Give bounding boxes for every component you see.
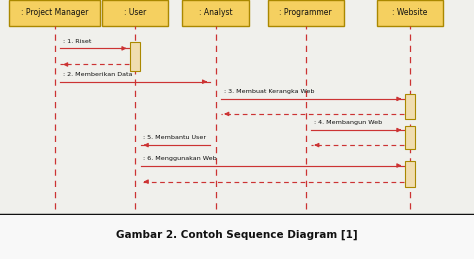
Bar <box>405 126 415 149</box>
Text: : 1. Riset: : 1. Riset <box>63 39 91 44</box>
Bar <box>268 0 344 26</box>
Text: : 3. Membuat Kerangka Web: : 3. Membuat Kerangka Web <box>224 89 314 94</box>
Bar <box>130 42 140 71</box>
Bar <box>377 0 443 26</box>
Text: : 2. Memberikan Data: : 2. Memberikan Data <box>63 72 132 77</box>
Text: : 6. Menggunakan Web: : 6. Menggunakan Web <box>143 156 217 161</box>
Bar <box>102 0 168 26</box>
Text: : Analyst: : Analyst <box>199 8 232 17</box>
Text: Gambar 2. Contoh Sequence Diagram [1]: Gambar 2. Contoh Sequence Diagram [1] <box>116 230 358 240</box>
Bar <box>9 0 100 26</box>
Text: : Project Manager: : Project Manager <box>21 8 88 17</box>
Bar <box>405 93 415 119</box>
Text: : Programmer: : Programmer <box>279 8 332 17</box>
Bar <box>405 161 415 187</box>
Text: : Website: : Website <box>392 8 428 17</box>
Text: : 4. Membangun Web: : 4. Membangun Web <box>314 120 382 125</box>
Text: : 5. Membantu User: : 5. Membantu User <box>143 135 206 140</box>
Bar <box>182 0 249 26</box>
Text: : User: : User <box>124 8 146 17</box>
